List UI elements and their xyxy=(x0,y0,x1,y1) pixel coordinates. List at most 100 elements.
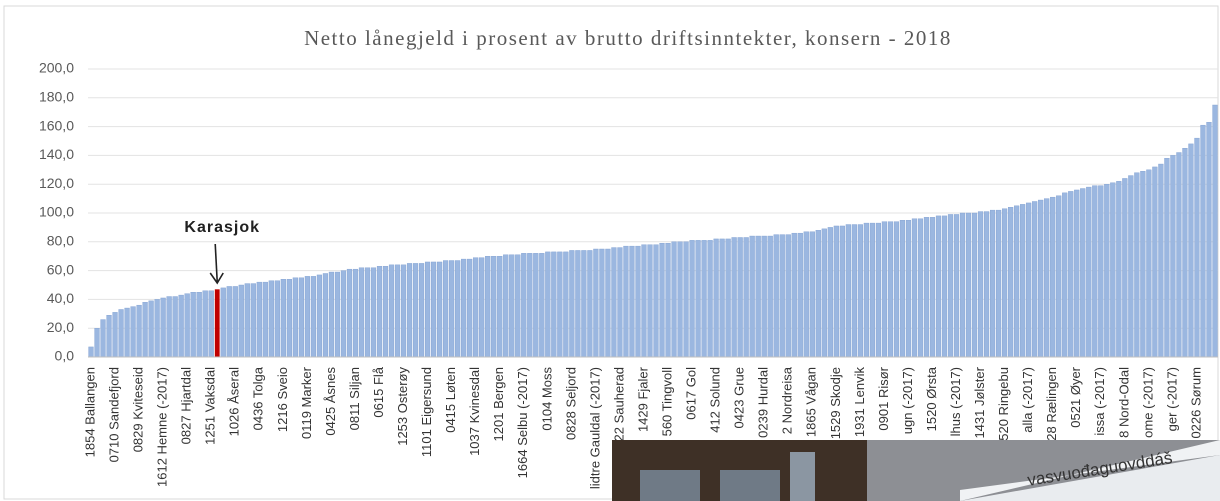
bar xyxy=(329,272,334,357)
bar xyxy=(557,252,562,357)
bar xyxy=(173,297,178,357)
bar xyxy=(1074,190,1079,357)
bar xyxy=(533,253,538,357)
bar xyxy=(696,240,701,357)
bar xyxy=(233,286,238,357)
x-tick-label: 1664 Selbu (-2017) xyxy=(515,367,530,478)
bar xyxy=(882,222,887,357)
x-tick-label: 1529 Skodje xyxy=(828,367,843,439)
bar xyxy=(1110,183,1115,357)
bar xyxy=(593,249,598,357)
bar xyxy=(966,213,971,357)
bar xyxy=(521,253,526,357)
bar xyxy=(1032,201,1037,357)
bar xyxy=(978,212,983,357)
bar xyxy=(377,266,382,357)
x-tick-label: 0827 Hjartdal xyxy=(179,367,194,444)
photo-window xyxy=(640,470,700,501)
bar xyxy=(762,236,767,357)
x-tick-label: 0119 Marker xyxy=(299,366,314,439)
bar xyxy=(347,269,352,357)
x-tick-label: 1201 Bergen xyxy=(491,367,506,441)
x-tick-label: 1931 Lenvik xyxy=(852,367,867,438)
bar xyxy=(185,294,190,357)
bar xyxy=(401,265,406,357)
x-tick-label: 1037 Kvinesdal xyxy=(467,367,482,456)
y-tick-label: 20,0 xyxy=(47,319,74,335)
x-tick-label: 1865 Vågan xyxy=(804,367,819,437)
photo-window xyxy=(720,470,780,501)
x-tick-label: 0423 Grue xyxy=(732,367,747,428)
y-tick-label: 60,0 xyxy=(47,261,74,277)
bar xyxy=(281,279,286,357)
bar xyxy=(816,230,821,357)
bar xyxy=(1092,186,1097,357)
bar xyxy=(1128,176,1133,357)
bar xyxy=(828,227,833,357)
bar xyxy=(275,281,280,357)
bar xyxy=(648,245,653,357)
bar xyxy=(1056,196,1061,357)
bar xyxy=(131,307,136,357)
bar xyxy=(1134,173,1139,357)
bar xyxy=(485,256,490,357)
bar xyxy=(269,281,274,357)
bar xyxy=(900,220,905,357)
bar xyxy=(822,229,827,357)
bar xyxy=(539,253,544,357)
bar xyxy=(744,237,749,357)
x-tick-label: 0811 Siljan xyxy=(347,367,362,430)
bar xyxy=(846,225,851,357)
bar xyxy=(624,246,629,357)
bar xyxy=(660,243,665,357)
bar xyxy=(714,239,719,357)
bar xyxy=(239,285,244,357)
bar xyxy=(143,302,148,357)
x-tick-label: 1429 Fjaler xyxy=(635,366,650,432)
y-tick-label: 40,0 xyxy=(47,290,74,306)
bar xyxy=(1213,105,1218,357)
bar xyxy=(419,263,424,357)
x-tick-label: alla (-2017) xyxy=(1020,367,1035,433)
bar xyxy=(1062,193,1067,357)
bar xyxy=(515,255,520,357)
bar xyxy=(906,220,911,357)
bar xyxy=(1171,155,1176,357)
bar xyxy=(1020,204,1025,357)
bar xyxy=(1195,138,1200,357)
bar xyxy=(678,242,683,357)
bar xyxy=(359,268,364,357)
bar xyxy=(1044,199,1049,357)
bar xyxy=(756,236,761,357)
y-tick-label: 80,0 xyxy=(47,233,74,249)
bar xyxy=(972,213,977,357)
bar xyxy=(636,246,641,357)
bar xyxy=(251,284,256,357)
bar xyxy=(1201,125,1206,357)
x-tick-label: 1253 Osterøy xyxy=(395,367,410,446)
bar xyxy=(431,262,436,357)
x-tick-label: 520 Ringebu xyxy=(996,367,1011,441)
bar xyxy=(672,242,677,357)
bar xyxy=(95,328,100,357)
bar xyxy=(654,245,659,357)
bar xyxy=(786,235,791,357)
bar xyxy=(215,289,220,357)
x-tick-label: 0425 Åsnes xyxy=(323,367,338,436)
photo-window xyxy=(790,452,815,501)
bar xyxy=(888,222,893,357)
bar xyxy=(179,295,184,357)
bar xyxy=(395,265,400,357)
x-tick-label: 0901 Risør xyxy=(876,366,891,430)
bar xyxy=(942,216,947,357)
bar xyxy=(804,232,809,357)
x-tick-label: 412 Solund xyxy=(708,367,723,433)
bar xyxy=(618,248,623,357)
bar xyxy=(473,258,478,357)
bar xyxy=(1098,186,1103,357)
bar xyxy=(852,225,857,357)
x-tick-label: lidtre Gauldal (-2017) xyxy=(587,367,602,489)
bar xyxy=(509,255,514,357)
bar xyxy=(1177,153,1182,357)
bar xyxy=(948,214,953,357)
